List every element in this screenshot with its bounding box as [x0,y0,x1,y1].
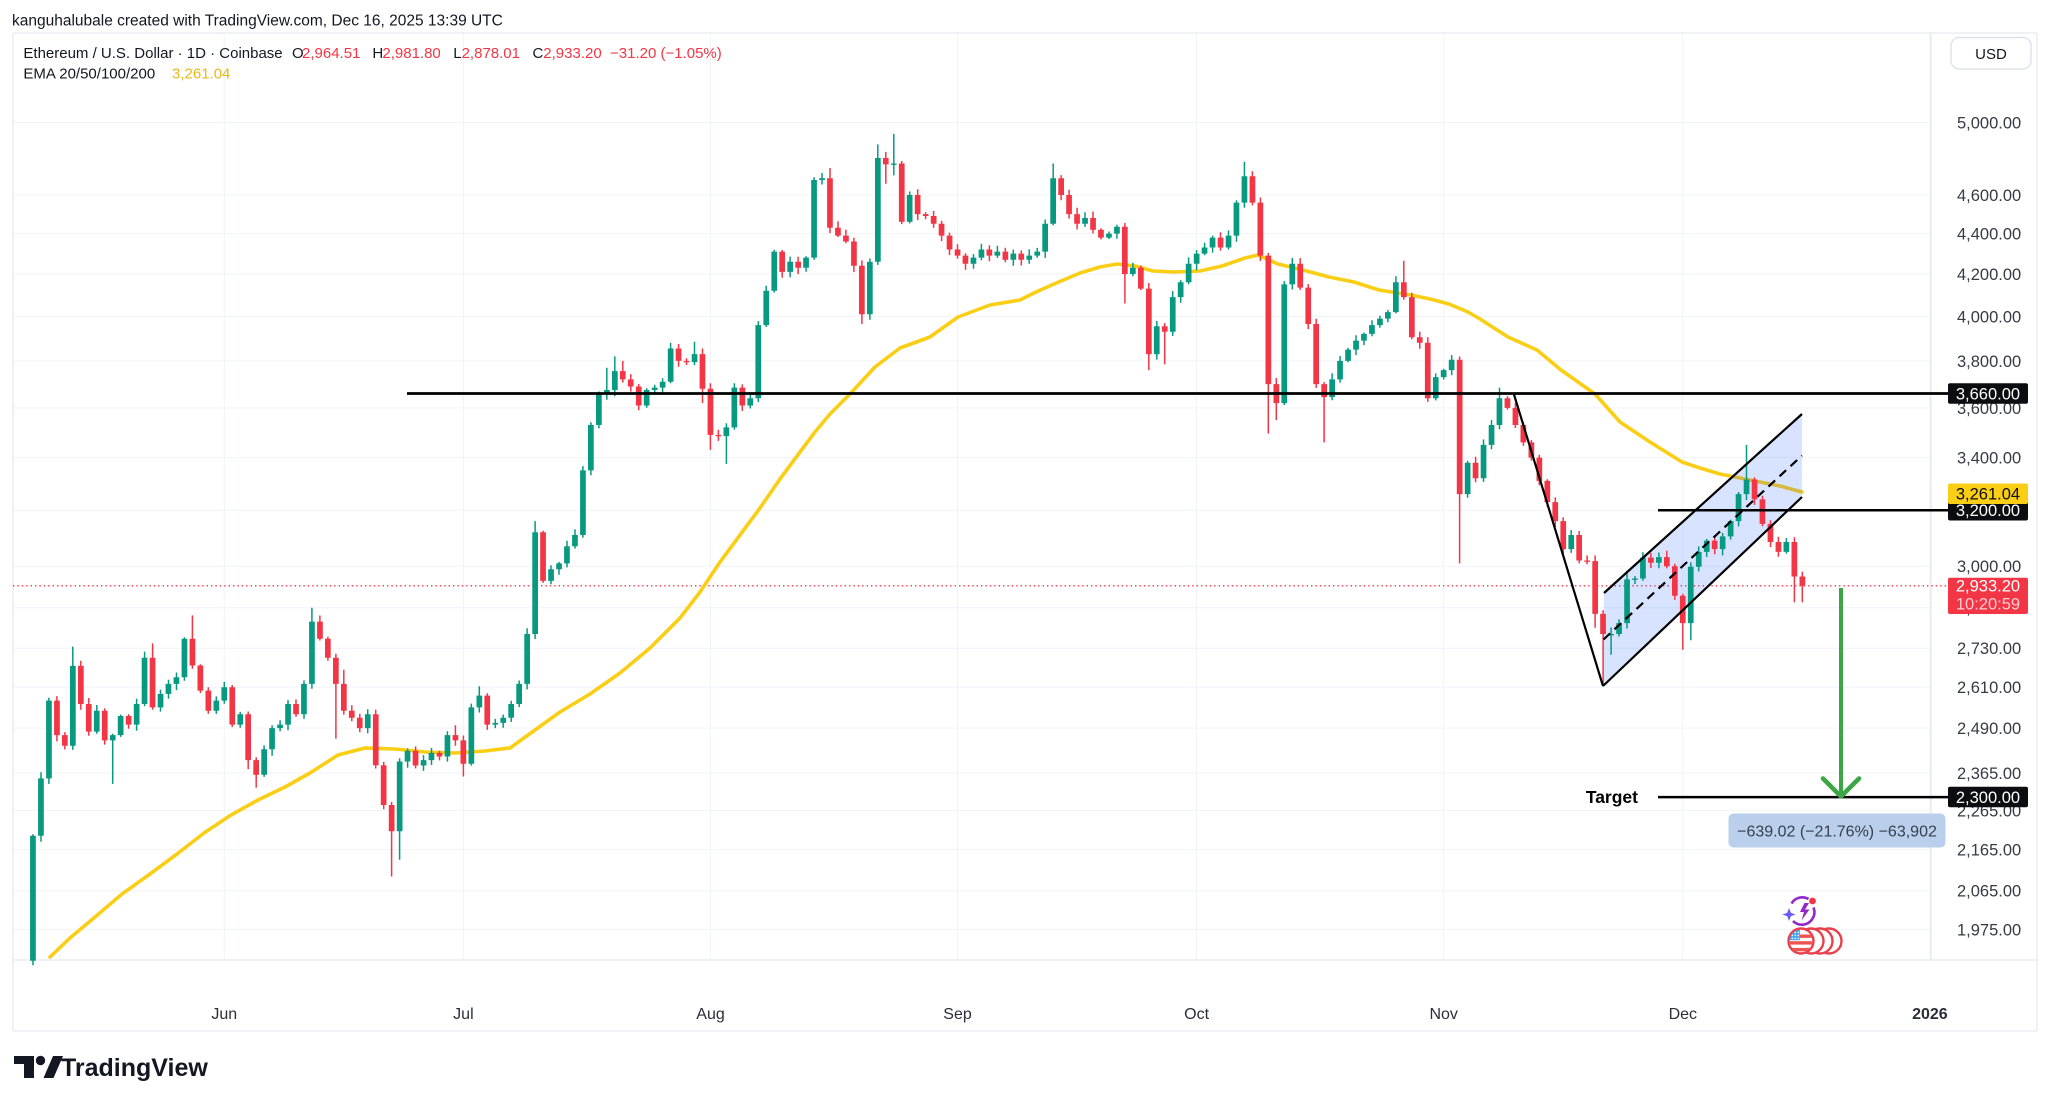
svg-text:4,000.00: 4,000.00 [1957,308,2021,326]
svg-text:TradingView: TradingView [61,1054,208,1082]
svg-text:2026: 2026 [1912,1006,1948,1023]
svg-text:Nov: Nov [1429,1006,1457,1023]
svg-text:USD: USD [1975,46,2007,63]
svg-text:2,300.00: 2,300.00 [1956,789,2020,807]
svg-text:2,065.00: 2,065.00 [1957,883,2021,901]
svg-text:5,000.00: 5,000.00 [1957,115,2021,133]
svg-text:4,200.00: 4,200.00 [1957,266,2021,284]
svg-text:Oct: Oct [1184,1006,1209,1023]
svg-text:Jul: Jul [453,1006,473,1023]
svg-text:Sep: Sep [943,1006,972,1023]
svg-text:3,000.00: 3,000.00 [1957,558,2021,576]
svg-text:Dec: Dec [1669,1006,1697,1023]
svg-text:2,610.00: 2,610.00 [1957,679,2021,697]
svg-text:3,600.00: 3,600.00 [1957,400,2021,418]
svg-text:2,490.00: 2,490.00 [1957,720,2021,738]
svg-text:3,200.00: 3,200.00 [1956,502,2020,520]
svg-text:2,730.00: 2,730.00 [1957,640,2021,658]
svg-text:3,800.00: 3,800.00 [1957,353,2021,371]
svg-text:Target: Target [1586,787,1638,807]
svg-text:Jun: Jun [211,1006,237,1023]
svg-text:10:20:59: 10:20:59 [1956,595,2020,613]
svg-text:3,261.04: 3,261.04 [1956,486,2020,504]
svg-text:4,600.00: 4,600.00 [1957,187,2021,205]
svg-text:1,975.00: 1,975.00 [1957,921,2021,939]
svg-text:kanguhalubale created with Tra: kanguhalubale created with TradingView.c… [12,13,503,30]
svg-text:4,400.00: 4,400.00 [1957,226,2021,244]
svg-text:2,933.20: 2,933.20 [1956,578,2020,596]
svg-text:2,365.00: 2,365.00 [1957,765,2021,783]
svg-text:3,660.00: 3,660.00 [1956,385,2020,403]
svg-text:2,165.00: 2,165.00 [1957,842,2021,860]
svg-text:Aug: Aug [696,1006,724,1023]
svg-text:3,400.00: 3,400.00 [1957,450,2021,468]
svg-text:−639.02 (−21.76%) −63,902: −639.02 (−21.76%) −63,902 [1737,823,1937,840]
svg-text:Ethereum / U.S. Dollar · 1D ·: Ethereum / U.S. Dollar · 1D · Coinbase O2… [23,45,721,62]
